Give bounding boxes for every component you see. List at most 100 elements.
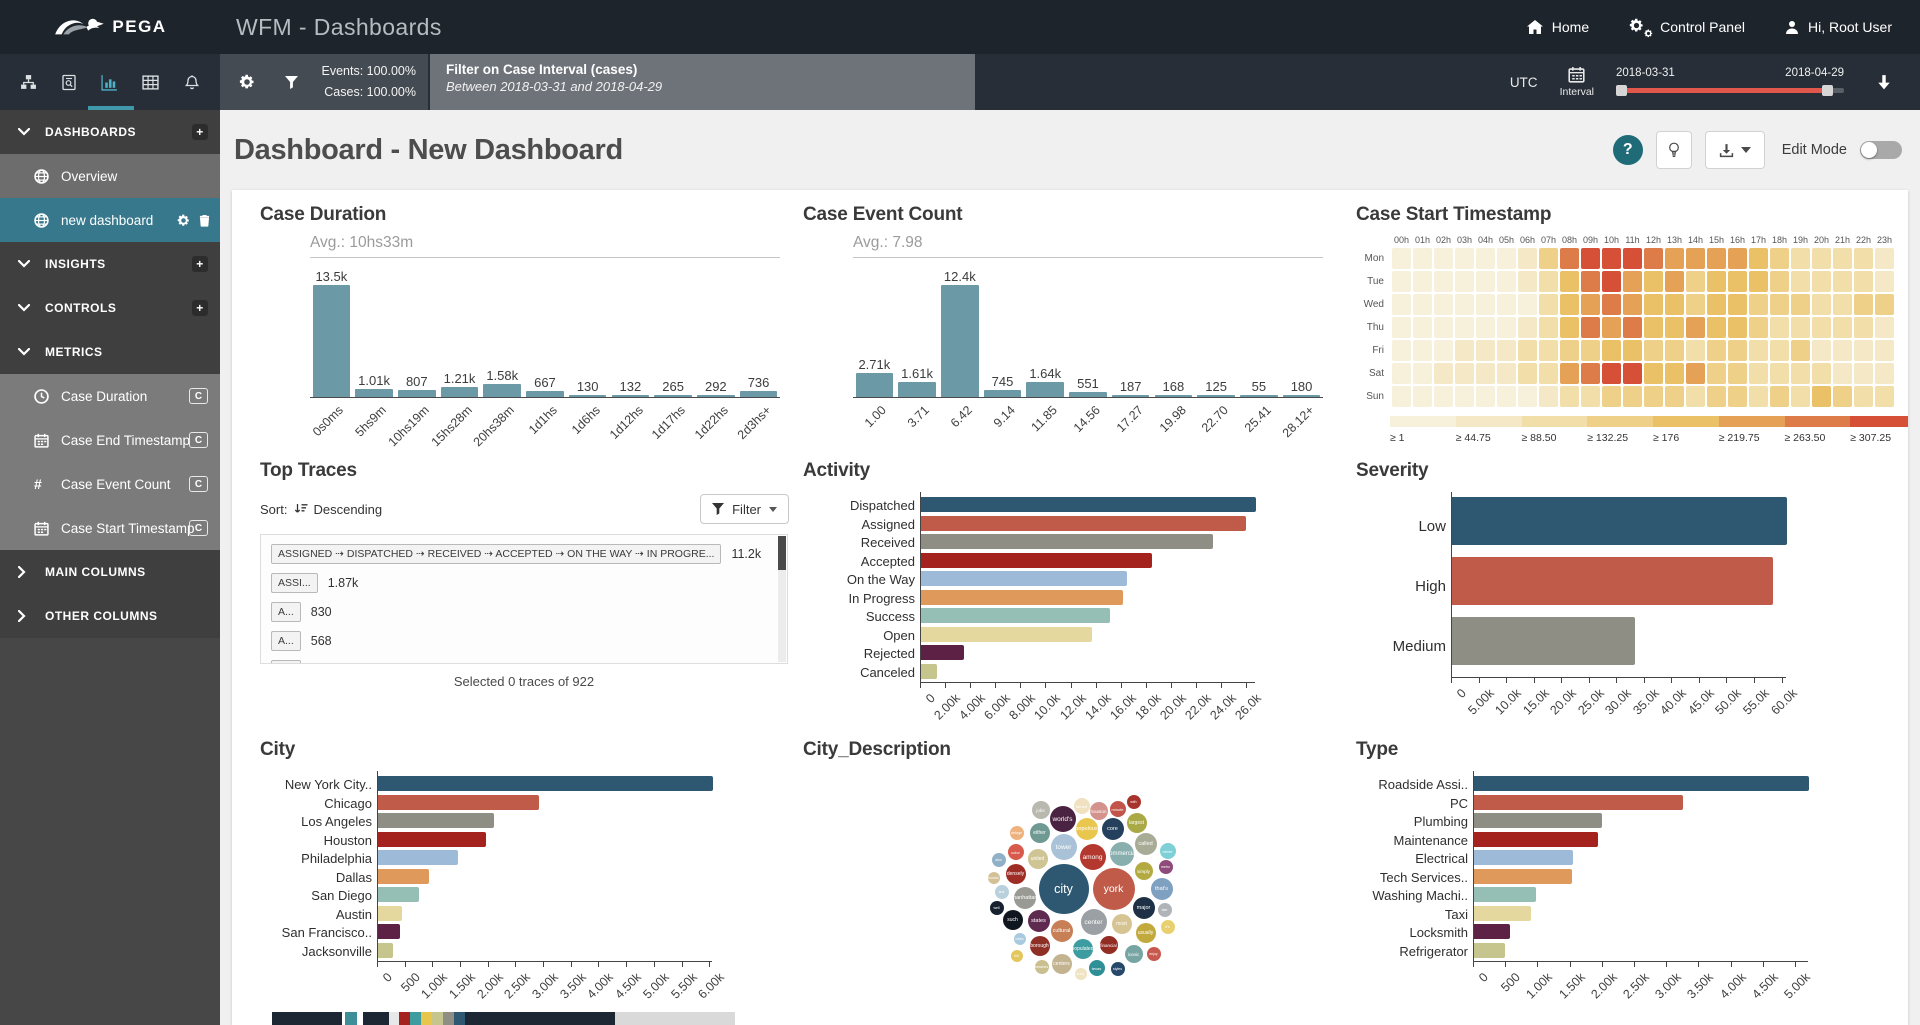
bubble-word[interactable]: simply bbox=[1134, 862, 1153, 880]
process-tree-icon[interactable] bbox=[10, 74, 46, 91]
heatmap-cell[interactable] bbox=[1728, 317, 1747, 338]
sidebar-item-metrics[interactable]: METRICS bbox=[0, 330, 220, 374]
heatmap-cell[interactable] bbox=[1497, 340, 1516, 361]
heatmap-cell[interactable] bbox=[1644, 340, 1663, 361]
heatmap-cell[interactable] bbox=[1707, 317, 1726, 338]
heatmap-cell[interactable] bbox=[1413, 317, 1432, 338]
bar[interactable] bbox=[1069, 392, 1107, 397]
histogram-column[interactable]: 55 bbox=[1237, 262, 1280, 397]
sidebar-item-insights[interactable]: INSIGHTS + bbox=[0, 242, 220, 286]
heatmap-cell[interactable] bbox=[1581, 248, 1600, 269]
bubble-word[interactable]: usually bbox=[1135, 923, 1156, 943]
bar[interactable] bbox=[483, 383, 522, 397]
bar[interactable] bbox=[654, 394, 692, 397]
bubble-word[interactable]: vintage bbox=[1009, 826, 1024, 840]
sidebar-item-case-end-timestamp[interactable]: Case End Timestamp C bbox=[0, 418, 220, 462]
histogram-column[interactable]: 1.61k bbox=[896, 262, 939, 397]
bubble-word[interactable]: york bbox=[1092, 868, 1135, 910]
heatmap-cell[interactable] bbox=[1854, 317, 1873, 338]
bar-high[interactable] bbox=[1452, 557, 1774, 605]
trace-chip[interactable]: A... bbox=[271, 631, 301, 651]
heatmap-cell[interactable] bbox=[1497, 317, 1516, 338]
heatmap-cell[interactable] bbox=[1455, 386, 1474, 407]
heatmap-cell[interactable] bbox=[1875, 294, 1894, 315]
slider-handle-start[interactable] bbox=[1616, 85, 1627, 96]
bar[interactable] bbox=[526, 391, 564, 397]
bar-locksmith[interactable] bbox=[1474, 924, 1511, 939]
bubble-word[interactable]: among bbox=[1079, 844, 1106, 870]
bar[interactable] bbox=[739, 390, 778, 397]
heatmap-cell[interactable] bbox=[1791, 317, 1810, 338]
heatmap-cell[interactable] bbox=[1413, 271, 1432, 292]
heatmap-cell[interactable] bbox=[1602, 271, 1621, 292]
bubble-word[interactable]: populous bbox=[1075, 818, 1098, 840]
heatmap-cell[interactable] bbox=[1791, 363, 1810, 384]
heatmap-cell[interactable] bbox=[1812, 386, 1831, 407]
trace-chip[interactable]: ASSI... bbox=[271, 573, 318, 593]
bar-plumbing[interactable] bbox=[1474, 813, 1602, 828]
histogram-column[interactable]: 551 bbox=[1067, 262, 1110, 397]
heatmap-cell[interactable] bbox=[1392, 363, 1411, 384]
histogram-column[interactable]: 1.21k bbox=[438, 262, 481, 397]
bar-los-angeles[interactable] bbox=[378, 813, 495, 828]
heatmap-cell[interactable] bbox=[1476, 271, 1495, 292]
slider-track[interactable] bbox=[1616, 84, 1844, 97]
heatmap-cell[interactable] bbox=[1476, 386, 1495, 407]
bar[interactable] bbox=[1111, 395, 1150, 397]
heatmap-cell[interactable] bbox=[1434, 294, 1453, 315]
heatmap-cell[interactable] bbox=[1413, 363, 1432, 384]
heatmap-cell[interactable] bbox=[1497, 294, 1516, 315]
bar-medium[interactable] bbox=[1452, 617, 1635, 665]
heatmap-cell[interactable] bbox=[1539, 317, 1558, 338]
heatmap-cell[interactable] bbox=[1854, 271, 1873, 292]
heatmap-cell[interactable] bbox=[1413, 248, 1432, 269]
heatmap-cell[interactable] bbox=[1602, 363, 1621, 384]
heatmap-cell[interactable] bbox=[1791, 294, 1810, 315]
bubble-word[interactable]: full bbox=[1010, 950, 1023, 962]
bar[interactable] bbox=[898, 382, 936, 397]
bubble-word[interactable]: famed bbox=[1073, 798, 1090, 814]
bubble-word[interactable]: well bbox=[989, 901, 1004, 915]
bubble-word[interactable]: such bbox=[1002, 910, 1023, 930]
help-button[interactable]: ? bbox=[1612, 135, 1643, 165]
bubble-word[interactable]: it's bbox=[1160, 920, 1175, 934]
traces-filter-button[interactable]: Filter bbox=[700, 494, 789, 524]
heatmap-cell[interactable] bbox=[1833, 386, 1852, 407]
histogram-column[interactable]: 1.58k bbox=[481, 262, 524, 397]
heatmap-cell[interactable] bbox=[1434, 386, 1453, 407]
bubble-word[interactable]: that's bbox=[1150, 878, 1173, 900]
apply-interval-arrow-icon[interactable] bbox=[1866, 74, 1902, 90]
heatmap-cell[interactable] bbox=[1539, 340, 1558, 361]
bubble-word[interactable]: also bbox=[991, 853, 1006, 867]
heatmap-cell[interactable] bbox=[1812, 248, 1831, 269]
bar-maintenance[interactable] bbox=[1474, 831, 1598, 847]
bubble-word[interactable]: densely bbox=[1005, 864, 1026, 884]
add-button[interactable]: + bbox=[192, 300, 208, 316]
heatmap-cell[interactable] bbox=[1434, 248, 1453, 269]
bubble-word[interactable]: arts bbox=[994, 885, 1009, 899]
bubble-word[interactable]: styles bbox=[1110, 962, 1125, 976]
heatmap-cell[interactable] bbox=[1539, 363, 1558, 384]
download-button[interactable] bbox=[1704, 131, 1765, 169]
sidebar-item-case-event-count[interactable]: # Case Event Count C bbox=[0, 462, 220, 506]
histogram-column[interactable]: 2.71k bbox=[853, 262, 896, 397]
histogram-column[interactable]: 667 bbox=[524, 262, 567, 397]
bubble-word[interactable]: texas bbox=[1088, 960, 1105, 976]
heatmap-cell[interactable] bbox=[1602, 340, 1621, 361]
histogram-column[interactable]: 745 bbox=[981, 262, 1024, 397]
bar[interactable] bbox=[1197, 395, 1235, 397]
bubble-word[interactable]: cultural bbox=[1050, 920, 1073, 942]
heatmap-cell[interactable] bbox=[1497, 386, 1516, 407]
sidebar-item-main-columns[interactable]: MAIN COLUMNS bbox=[0, 550, 220, 594]
trace-scrollbar[interactable] bbox=[778, 536, 786, 662]
bubble-word[interactable]: commercial bbox=[1109, 842, 1134, 866]
heatmap-cell[interactable] bbox=[1665, 271, 1684, 292]
heatmap-cell[interactable] bbox=[1686, 294, 1705, 315]
heatmap-cell[interactable] bbox=[1455, 294, 1474, 315]
heatmap-cell[interactable] bbox=[1707, 248, 1726, 269]
bar[interactable] bbox=[398, 390, 436, 397]
bar-success[interactable] bbox=[921, 608, 1111, 623]
trace-chip[interactable]: A... bbox=[271, 602, 301, 622]
heatmap-cell[interactable] bbox=[1686, 248, 1705, 269]
bar-new-york-city[interactable] bbox=[378, 776, 713, 791]
